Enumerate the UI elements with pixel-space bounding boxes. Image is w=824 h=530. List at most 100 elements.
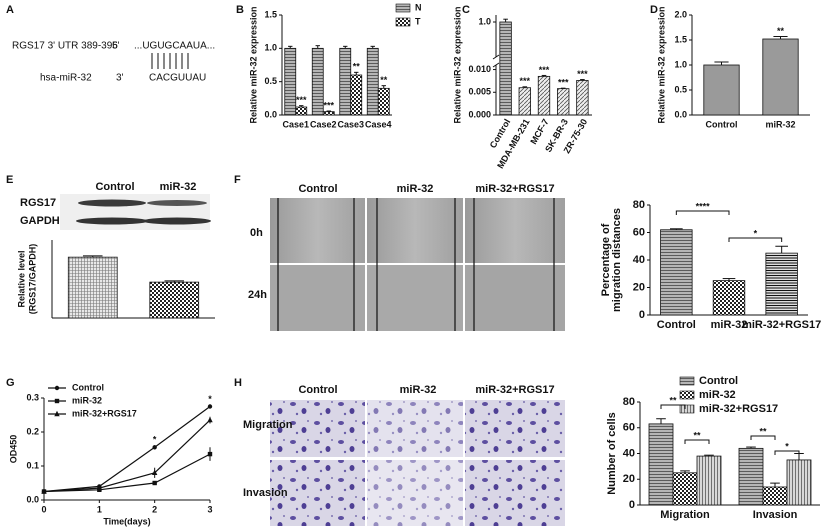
panel-letter: C: [462, 4, 470, 16]
image-column-label: Control: [298, 183, 337, 195]
panel-a: A RGS17 3' UTR 389-396 5' ...UGUGCAAUA..…: [6, 4, 215, 84]
legend-label: miR-32: [699, 389, 736, 401]
bar: [67, 256, 118, 319]
x-tick-label: 3: [207, 504, 212, 514]
image-row-label: Migration: [243, 419, 293, 431]
y-tick-label: 0: [639, 309, 645, 321]
micrograph: [367, 460, 463, 526]
axis-break: [492, 62, 500, 68]
y-tick-label: 60: [623, 422, 635, 434]
x-tick-label: Case3: [337, 119, 364, 129]
panel-letter: H: [234, 377, 242, 389]
x-tick-label: Case1: [282, 119, 309, 129]
legend-marker: [54, 410, 60, 417]
significance: *: [153, 435, 157, 445]
significance: **: [353, 62, 361, 72]
x-tick-label: Control: [657, 319, 696, 331]
x-tick-label: 2: [152, 504, 157, 514]
significance: ***: [577, 69, 588, 79]
five-prime: 5': [112, 41, 120, 52]
point: [152, 480, 157, 486]
significance-bracket: [728, 237, 783, 242]
legend-label: T: [415, 16, 421, 26]
y-tick-label: 40: [633, 254, 645, 266]
y-axis-label: Percentage of: [600, 223, 612, 296]
x-tick-label: Case4: [365, 119, 392, 129]
bar: [576, 80, 589, 116]
y-tick-label: 80: [633, 199, 645, 211]
significance-bracket: [675, 210, 730, 215]
significance: *: [754, 228, 758, 238]
bar: [499, 21, 512, 116]
significance: *: [208, 394, 212, 404]
significance: ****: [696, 201, 711, 211]
legend-swatch: [679, 404, 695, 414]
image-row-label: Invasion: [243, 487, 288, 499]
point: [152, 445, 157, 450]
y-tick-label: 0: [629, 499, 635, 511]
series-line: [43, 406, 211, 493]
y-tick-label: 2.0: [674, 9, 687, 19]
micrograph: [270, 198, 365, 263]
y-tick-label: 80: [623, 396, 635, 408]
significance: **: [693, 430, 701, 440]
y-axis-label: OD450: [8, 435, 18, 464]
legend-label: Control: [72, 382, 104, 392]
bar: [366, 47, 379, 116]
image-column-label: miR-32: [400, 384, 437, 396]
point: [96, 484, 103, 491]
panel-letter: B: [236, 4, 244, 16]
blot-background: [60, 194, 210, 230]
bar: [786, 459, 812, 506]
legend-marker: [54, 398, 60, 404]
significance: **: [777, 26, 785, 36]
y-axis-label: (RGS17/GAPDH): [27, 244, 37, 315]
x-tick-label: Case2: [310, 119, 337, 129]
legend-label: miR-32: [72, 395, 102, 405]
significance: **: [669, 395, 677, 405]
bar: [339, 47, 352, 116]
y-tick-label: 0.5: [264, 76, 277, 86]
significance: **: [759, 426, 767, 436]
significance-bracket: [750, 435, 776, 440]
significance-bracket: [774, 450, 800, 455]
y-tick-label: 1.0: [264, 43, 277, 53]
y-tick-label: 0.005: [468, 87, 491, 97]
wound-edges: [277, 198, 555, 331]
panel-letter: D: [650, 4, 658, 16]
micrograph: [270, 265, 365, 331]
x-tick-label: miR-32+RGS17: [742, 319, 821, 331]
legend-label: N: [415, 2, 422, 12]
mirna-label: hsa-miR-32: [40, 73, 92, 84]
y-tick-label: 0.3: [26, 392, 39, 402]
y-tick-label: 1.5: [264, 9, 277, 19]
bar: [295, 106, 308, 116]
wound-images: [270, 198, 565, 331]
blot-column-label: Control: [95, 181, 134, 193]
bar: [660, 229, 693, 316]
bar: [672, 472, 698, 506]
bar: [738, 447, 764, 506]
micrograph: [465, 460, 565, 526]
significance: ***: [296, 95, 307, 105]
y-tick-label: 0.5: [674, 84, 687, 94]
image-column-label: miR-32: [397, 183, 434, 195]
bar: [284, 47, 297, 116]
bar: [311, 47, 324, 116]
legend-label: miR-32+RGS17: [699, 403, 778, 415]
image-column-label: Control: [298, 384, 337, 396]
y-axis-label: Relative miR-32 expression: [248, 6, 258, 123]
utr-label: RGS17 3' UTR 389-396: [12, 41, 118, 52]
panel-letter: F: [234, 174, 241, 186]
legend-swatch: [395, 17, 411, 27]
significance-bracket: [660, 404, 686, 409]
y-tick-label: 20: [633, 281, 645, 293]
y-axis-label: Relative level: [16, 250, 26, 307]
bar: [377, 87, 390, 116]
series-line: [43, 453, 211, 493]
point: [151, 469, 158, 475]
y-tick-label: 0.1: [26, 460, 39, 470]
legend-label: miR-32+RGS17: [72, 408, 137, 418]
micrograph: [270, 460, 365, 526]
blot-band: [78, 199, 146, 207]
